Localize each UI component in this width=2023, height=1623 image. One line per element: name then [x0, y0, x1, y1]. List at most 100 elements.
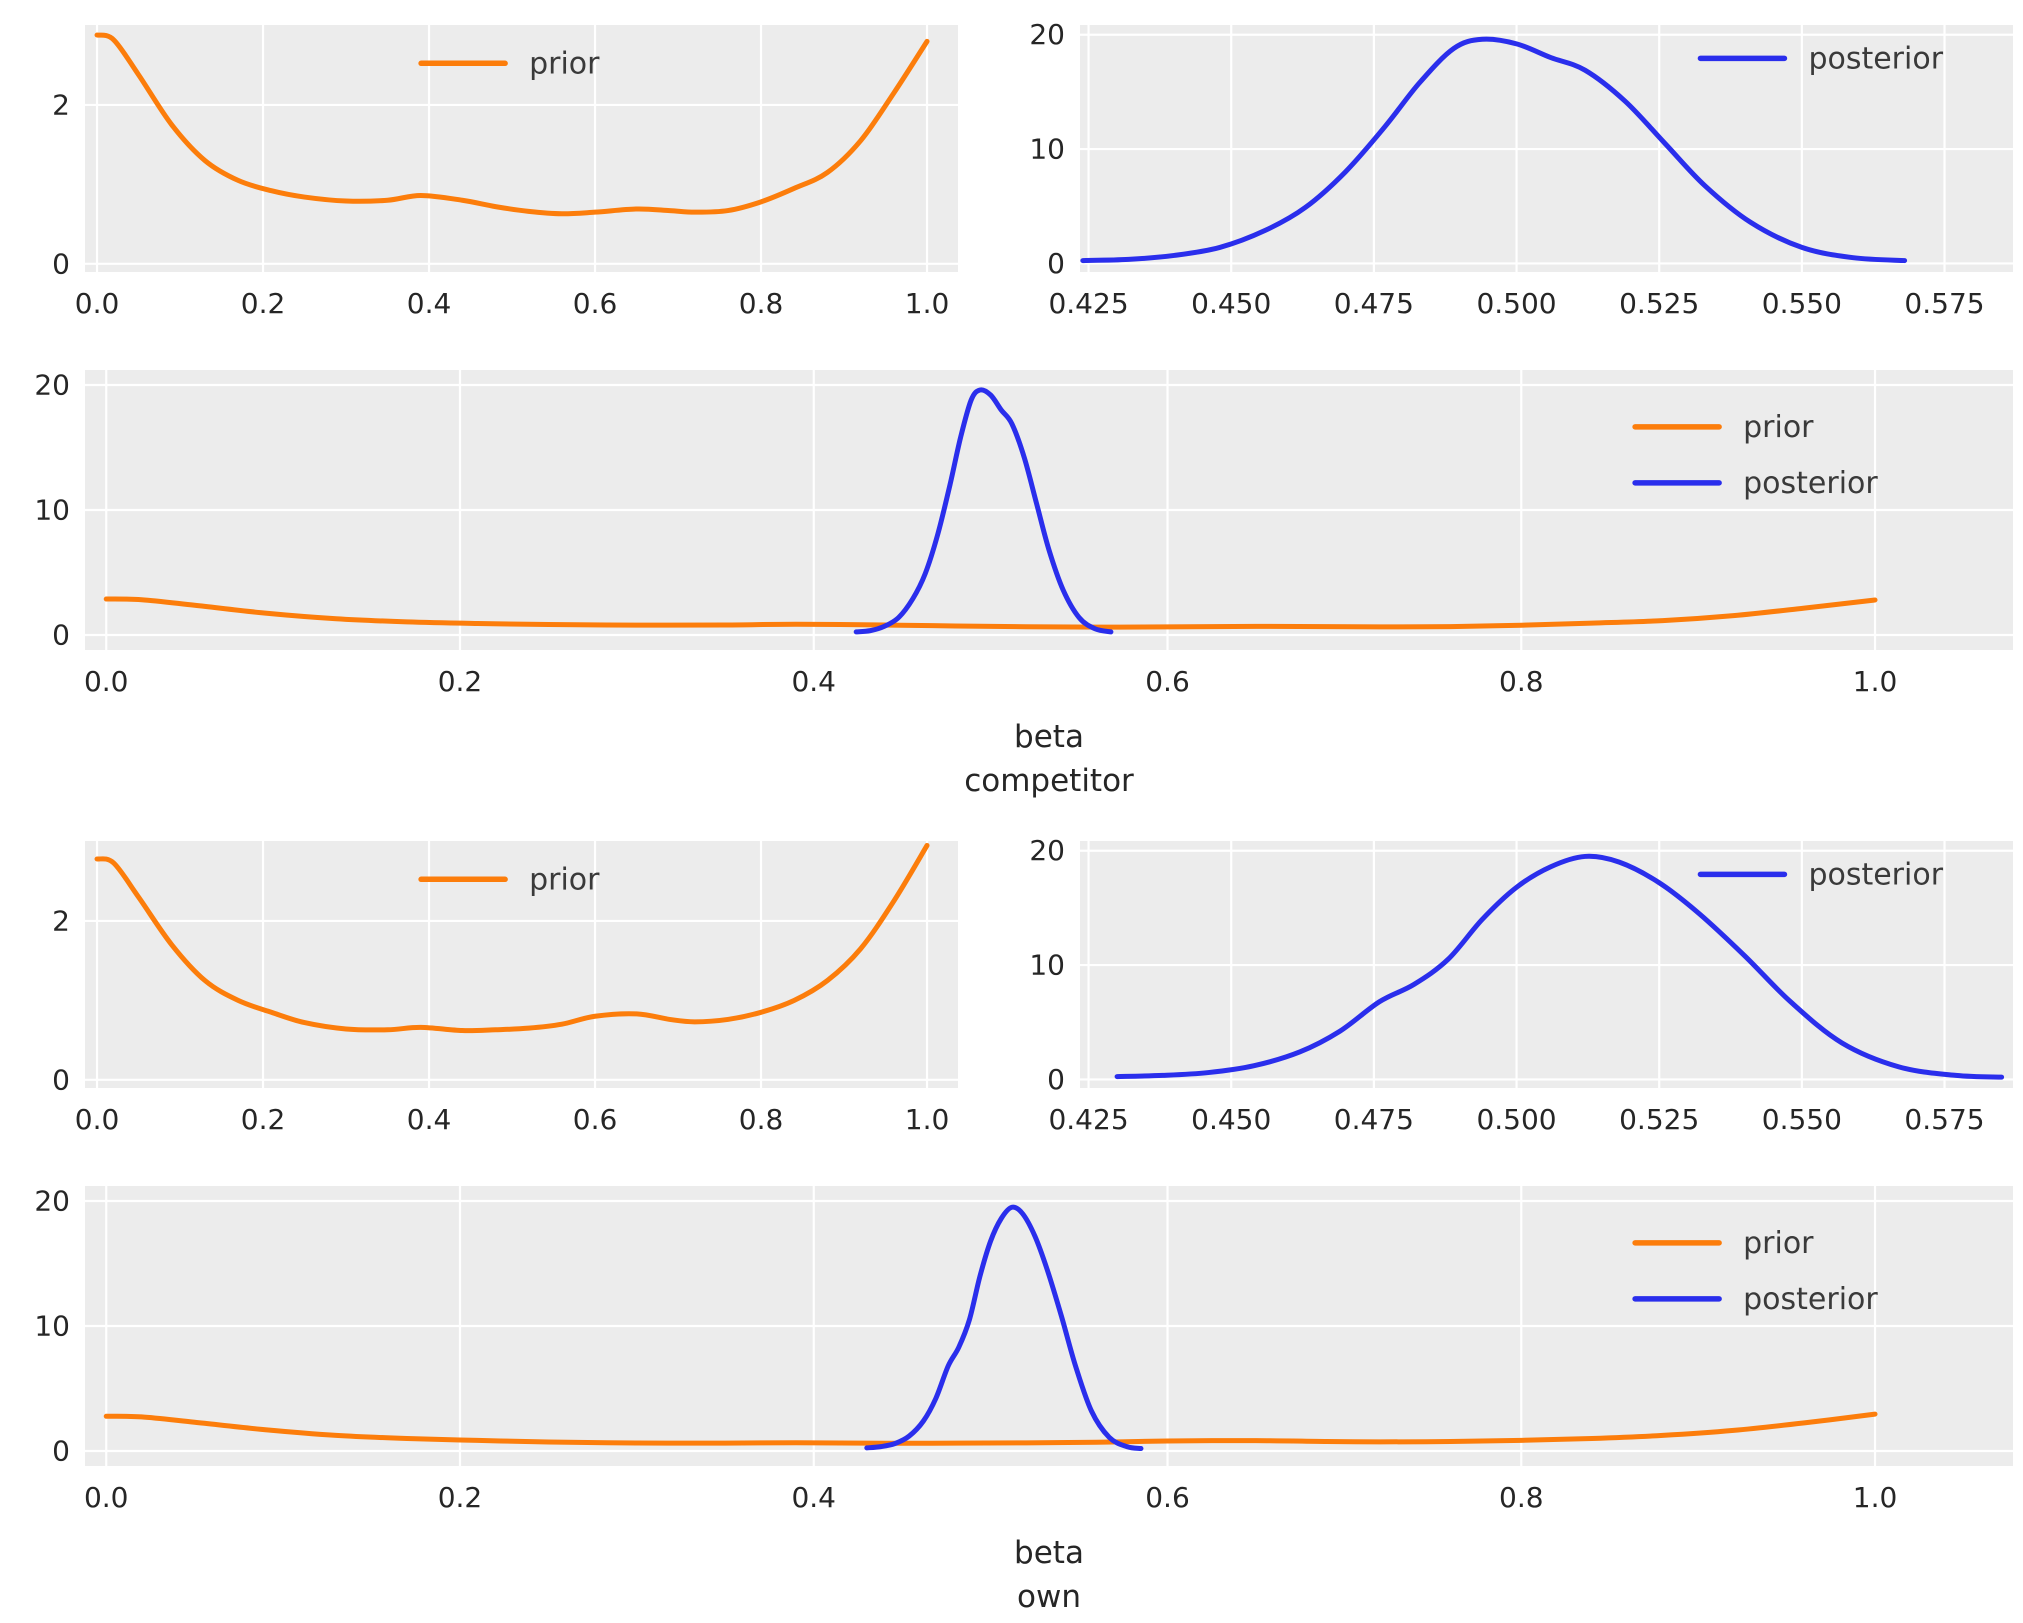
x-tick-label: 0.6 [1145, 1481, 1190, 1514]
legend-label-prior: prior [529, 862, 600, 897]
y-tick-label: 10 [34, 494, 70, 527]
x-tick-label: 0.500 [1476, 287, 1556, 320]
y-tick-label: 2 [52, 904, 70, 937]
x-tick-label: 0.450 [1191, 287, 1271, 320]
x-tick-label: 1.0 [1853, 1481, 1898, 1514]
legend-label-posterior: posterior [1743, 1282, 1878, 1317]
plot-panel [85, 25, 958, 272]
x-tick-label: 0.0 [75, 1103, 120, 1136]
legend: posterior [1697, 42, 1944, 77]
y-tick-label: 20 [1029, 834, 1065, 867]
legend-label-posterior: posterior [1743, 466, 1878, 501]
legend: prior posterior [1632, 1226, 1878, 1317]
plot-panel [85, 841, 958, 1088]
x-axis-label-line: own [1017, 1579, 1081, 1615]
x-tick-label: 0.8 [1499, 665, 1544, 698]
x-tick-label: 0.2 [438, 1481, 483, 1514]
series-line-prior [103, 596, 1878, 630]
x-tick-label: 0.425 [1048, 287, 1128, 320]
x-tick-label: 0.550 [1762, 1103, 1842, 1136]
y-tick-label: 0 [52, 1063, 70, 1096]
y-tick-label: 0 [52, 619, 70, 652]
gridlines [1080, 841, 2013, 1088]
chart-canvas-competitor-combined: 0.0 0.2 0.4 0.6 0.8 1.0 0 10 20 prior posterior bet… [34, 369, 2013, 799]
x-tick-label: 0.0 [84, 1481, 129, 1514]
plot-own-prior: 0.0 0.2 0.4 0.6 0.8 1.0 0 2 prior [0, 816, 990, 1161]
x-tick-label: 0.2 [438, 665, 483, 698]
plot-group-beta-competitor: 0.0 0.2 0.4 0.6 0.8 1.0 0 2 prior 0.425 0.450 0.47… [0, 0, 2023, 808]
x-tick-label: 0.525 [1619, 287, 1699, 320]
x-tick-label: 0.500 [1476, 1103, 1556, 1136]
x-tick-label: 0.2 [241, 287, 286, 320]
chart-canvas-own-prior: 0.0 0.2 0.4 0.6 0.8 1.0 0 2 prior [52, 841, 958, 1136]
y-tick-label: 10 [1029, 949, 1065, 982]
x-axis-label-line: beta [1014, 1535, 1084, 1571]
x-tick-label: 0.8 [739, 287, 784, 320]
x-tick-label: 0.450 [1191, 1103, 1271, 1136]
x-tick-label: 0.8 [739, 1103, 784, 1136]
series-line-posterior [1114, 853, 2005, 1080]
series-line-prior [94, 842, 930, 1034]
series-line-posterior [864, 1204, 1144, 1451]
x-axis-label-line: beta [1014, 719, 1084, 755]
legend: prior [418, 46, 600, 81]
y-tick-label: 0 [1047, 1063, 1065, 1096]
x-tick-label: 0.575 [1904, 1103, 1984, 1136]
gridlines [85, 1186, 2013, 1466]
series-line-posterior [1080, 36, 1908, 264]
x-tick-label: 1.0 [905, 287, 950, 320]
x-tick-label: 0.0 [84, 665, 129, 698]
gridlines [1080, 25, 2013, 272]
x-tick-label: 0.425 [1048, 1103, 1128, 1136]
plot-competitor-prior: 0.0 0.2 0.4 0.6 0.8 1.0 0 2 prior [0, 0, 990, 345]
legend: posterior [1697, 858, 1944, 893]
plot-row-own-marginals: 0.0 0.2 0.4 0.6 0.8 1.0 0 2 prior 0.425 0.450 0.47… [0, 816, 2023, 1161]
legend-label-posterior: posterior [1808, 858, 1943, 893]
legend-label-prior: prior [1743, 410, 1814, 445]
x-axis-label-line: competitor [964, 763, 1134, 799]
x-tick-label: 0.550 [1762, 287, 1842, 320]
y-tick-label: 20 [1029, 18, 1065, 51]
y-tick-label: 20 [34, 369, 70, 402]
x-tick-label: 1.0 [905, 1103, 950, 1136]
plot-group-beta-own: 0.0 0.2 0.4 0.6 0.8 1.0 0 2 prior 0.425 0.450 0.47… [0, 816, 2023, 1623]
chart-canvas-own-combined: 0.0 0.2 0.4 0.6 0.8 1.0 0 10 20 prior posterior bet… [34, 1185, 2013, 1615]
legend-label-prior: prior [529, 46, 600, 81]
y-tick-label: 20 [34, 1185, 70, 1218]
x-tick-label: 0.2 [241, 1103, 286, 1136]
series-line-prior [94, 32, 930, 217]
x-tick-label: 1.0 [1853, 665, 1898, 698]
x-tick-label: 0.0 [75, 287, 120, 320]
y-tick-label: 10 [1029, 133, 1065, 166]
plot-own-combined: 0.0 0.2 0.4 0.6 0.8 1.0 0 10 20 prior posterior bet… [0, 1161, 2023, 1623]
x-tick-label: 0.4 [791, 665, 836, 698]
x-tick-label: 0.4 [407, 287, 452, 320]
gridlines [85, 25, 958, 272]
gridlines [85, 370, 2013, 650]
y-tick-label: 0 [52, 1435, 70, 1468]
y-tick-label: 0 [1047, 247, 1065, 280]
series-line-posterior [853, 387, 1114, 635]
x-tick-label: 0.475 [1334, 287, 1414, 320]
legend: prior posterior [1632, 410, 1878, 501]
y-tick-label: 0 [52, 247, 70, 280]
plot-competitor-combined: 0.0 0.2 0.4 0.6 0.8 1.0 0 10 20 prior posterior bet… [0, 345, 2023, 808]
plot-competitor-posterior: 0.425 0.450 0.475 0.500 0.525 0.550 0.575 0 10 20… [990, 0, 2023, 345]
chart-canvas-competitor-prior: 0.0 0.2 0.4 0.6 0.8 1.0 0 2 prior [52, 25, 958, 320]
y-tick-label: 2 [52, 88, 70, 121]
x-tick-label: 0.475 [1334, 1103, 1414, 1136]
x-tick-label: 0.6 [573, 287, 618, 320]
gridlines [85, 841, 958, 1088]
x-tick-label: 0.6 [573, 1103, 618, 1136]
plot-own-posterior: 0.425 0.450 0.475 0.500 0.525 0.550 0.575 0 10 20… [990, 816, 2023, 1161]
x-tick-label: 0.8 [1499, 1481, 1544, 1514]
chart-canvas-competitor-posterior: 0.425 0.450 0.475 0.500 0.525 0.550 0.575 0 10 20… [1029, 18, 2013, 320]
legend-label-posterior: posterior [1808, 42, 1943, 77]
x-tick-label: 0.525 [1619, 1103, 1699, 1136]
x-tick-label: 0.575 [1904, 287, 1984, 320]
series-line-prior [103, 1411, 1878, 1446]
legend-label-prior: prior [1743, 1226, 1814, 1261]
x-tick-label: 0.4 [791, 1481, 836, 1514]
y-tick-label: 10 [34, 1310, 70, 1343]
